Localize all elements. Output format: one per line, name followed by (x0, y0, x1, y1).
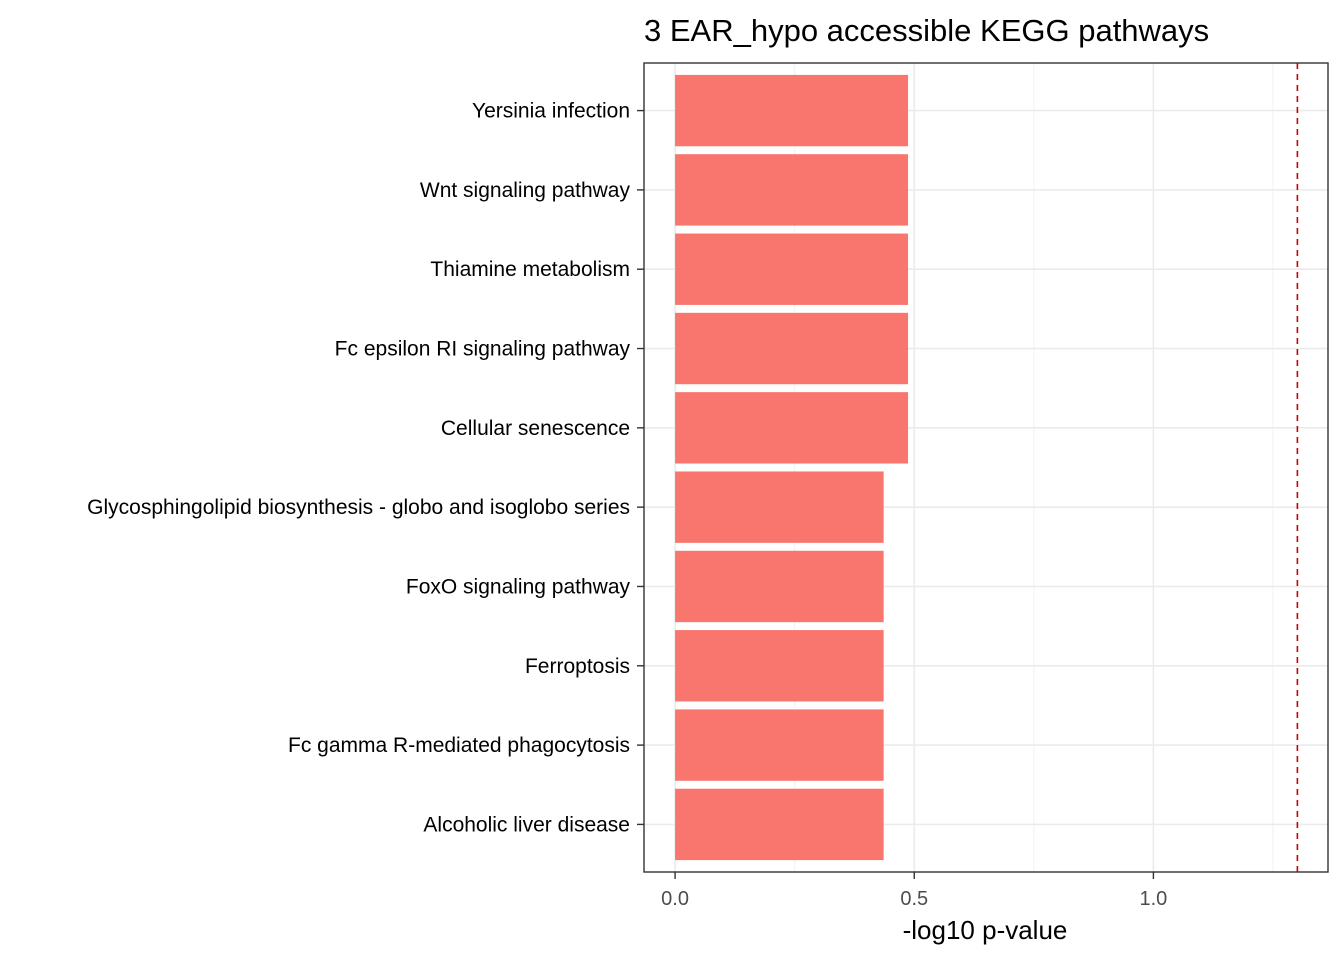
y-tick-label: FoxO signaling pathway (406, 575, 631, 598)
y-tick-label: Fc gamma R-mediated phagocytosis (288, 734, 630, 757)
x-tick-label: 0.0 (661, 888, 689, 910)
chart-title: 3 EAR_hypo accessible KEGG pathways (644, 13, 1209, 48)
bar (675, 630, 884, 702)
x-axis: 0.0 0.5 1.0 (661, 872, 1167, 910)
x-tick-label: 1.0 (1140, 888, 1168, 910)
y-tick-label: Alcoholic liver disease (423, 813, 630, 836)
panel-border (643, 62, 1329, 873)
y-tick-label: Fc epsilon RI signaling pathway (335, 338, 631, 361)
y-axis: Yersinia infection Wnt signaling pathway T… (87, 100, 644, 836)
y-tick-label: Thiamine metabolism (430, 258, 630, 281)
bar (675, 709, 884, 781)
bar (675, 550, 884, 623)
bar (675, 312, 909, 385)
y-tick-label: Cellular senescence (441, 417, 630, 440)
bar (675, 392, 909, 464)
y-tick-label: Yersinia infection (472, 100, 630, 123)
y-tick-label: Glycosphingolipid biosynthesis - globo a… (87, 496, 630, 519)
x-axis-title: -log10 p-value (903, 915, 1068, 945)
bar (675, 74, 909, 147)
y-tick-label: Ferroptosis (525, 655, 630, 678)
x-tick-label: 0.5 (900, 888, 928, 910)
bar (675, 471, 884, 543)
bar (675, 788, 884, 861)
bar (675, 233, 909, 305)
y-tick-label: Wnt signaling pathway (420, 179, 631, 202)
bars (675, 74, 909, 861)
bar (675, 154, 909, 226)
